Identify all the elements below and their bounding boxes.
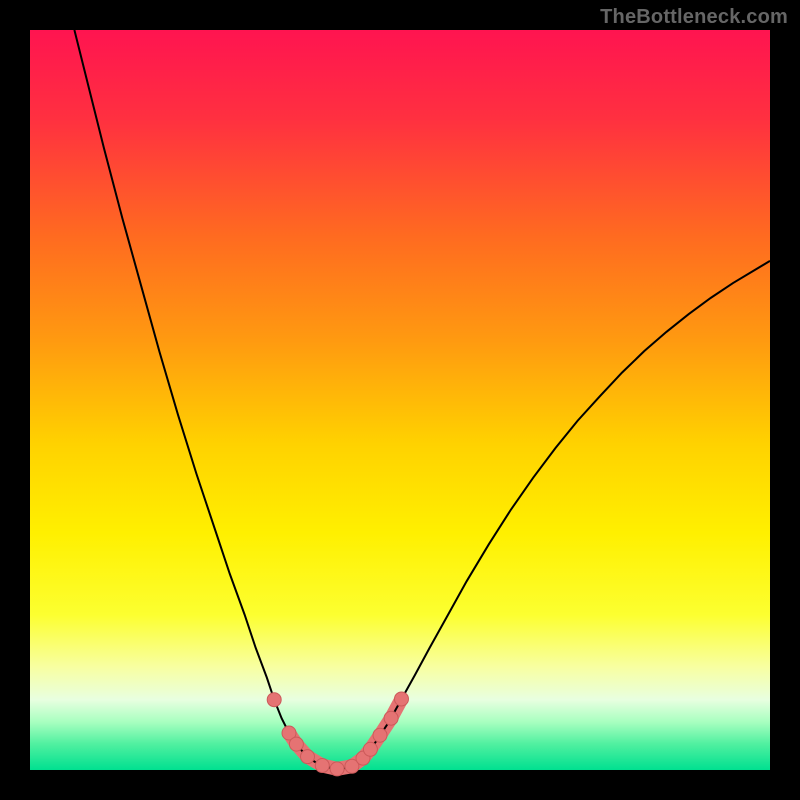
marker-dot [267, 693, 281, 707]
watermark-text: TheBottleneck.com [600, 6, 788, 29]
marker-dot [373, 728, 387, 742]
chart-container: TheBottleneck.com [0, 0, 800, 800]
marker-dot [394, 692, 408, 706]
plot-background [30, 30, 770, 770]
bottleneck-chart [0, 0, 800, 800]
marker-dot [363, 742, 377, 756]
marker-dot [315, 759, 329, 773]
marker-dot [330, 762, 344, 776]
marker-dot [301, 750, 315, 764]
marker-dot [384, 711, 398, 725]
marker-dot [289, 737, 303, 751]
